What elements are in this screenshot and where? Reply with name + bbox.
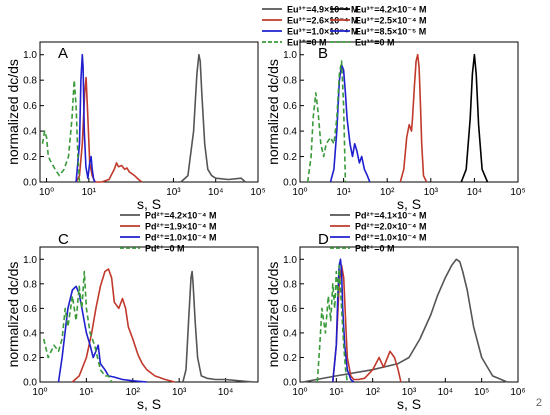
panel-d-ytick-label: 0.0 [283,378,297,389]
panel-d-ylabel: normalized dc/ds [265,262,281,368]
panel-d-legend-label: Pd²⁺=1.0×10⁻⁴ M [355,233,426,243]
panel-c-xtick-label: 10¹ [79,387,94,398]
panel-b-xtick-label: 10⁵ [510,187,525,198]
panel-b-ylabel: normalized dc/ds [265,59,281,165]
panel-d-ytick-label: 1.0 [283,255,297,266]
panel-d-series-line-4 [316,264,349,383]
page-number: 2 [535,397,542,409]
panel-a-xtick-label: 10⁵ [250,187,265,198]
panel-c-ytick-label: 0.0 [23,378,37,389]
panel-c-series-line-2 [71,268,175,383]
panel-c-xtick-label: 10³ [172,387,187,398]
panel-b-letter: B [318,45,328,62]
panel-c-xtick-label: 10⁰ [32,387,47,398]
panel-d-legend-label: Pd²⁺=2.0×10⁻⁴ M [355,222,426,232]
panel-a-series-line-2 [75,76,143,183]
panel-d-series-line-3 [332,258,355,383]
panel-a-ytick-label: 0.8 [23,76,37,87]
panel-d-ytick-label: 0.6 [283,304,297,315]
panel-c-xtick-label: 10⁴ [218,387,233,398]
panel-b-ytick-label: 1.0 [283,50,297,61]
panel-b-xtick-label: 10⁴ [467,187,482,198]
panel-c-series-line-3 [57,285,147,383]
panel-b-legend-label: Eu³⁺=2.5×10⁻⁴ M [355,16,426,26]
panel-c-ytick-label: 0.6 [23,304,37,315]
panel-d-frame [299,246,519,383]
panel-c-legend-label: Pd²⁺=1.0×10⁻⁴ M [145,233,216,243]
panel-b-xtick-label: 10³ [424,187,439,198]
panel-c-series-line-1 [182,270,254,383]
panel-a-ylabel: normalized dc/ds [5,59,21,165]
panel-d-xtick-label: 10⁴ [438,387,453,398]
panel-d-ytick-label: 0.4 [283,328,297,339]
panel-c-ytick-label: 0.4 [23,328,37,339]
panel-c-legend-label: Pd²⁺=1.9×10⁻⁴ M [145,222,216,232]
panel-c-series-line-4 [42,270,113,383]
panel-b-legend-label: Eu³⁺=4.2×10⁻⁴ M [355,5,426,15]
panel-b-xtick-label: 10⁰ [292,187,307,198]
panel-c-letter: C [58,231,69,248]
panel-a-ytick-label: 0.6 [23,101,37,112]
panel-d-xtick-label: 10² [365,387,380,398]
panel-a-legend-label: Eu³⁺=2.6×10⁻⁴ M [287,16,358,26]
panel-b-frame [299,41,519,183]
panel-b-legend-label: Eu³⁺=8.5×10⁻⁵ M [355,27,426,37]
panel-c-frame [39,246,259,383]
panel-d-xtick-label: 10⁶ [510,387,525,398]
panel-a-xtick-label: 10³ [166,187,181,198]
panel-c-ytick-label: 0.2 [23,353,37,364]
panel-a-xtick-label: 10¹ [82,187,97,198]
panel-d-xtick-label: 10⁰ [292,387,307,398]
panel-d-legend-label: Pd²⁺=4.1×10⁻⁴ M [355,211,426,221]
panel-b-ytick-label: 0.2 [283,152,297,163]
panel-b-series-line-1 [460,53,489,183]
panel-b-series-line-2 [399,53,428,183]
panel-d-xtick-label: 10⁵ [474,387,489,398]
panel-d-xtick-label: 10³ [402,387,417,398]
panel-b-xtick-label: 10¹ [336,187,351,198]
panel-c-ylabel: normalized dc/ds [5,262,21,368]
panel-a-series-line-4 [41,79,81,183]
panel-d-xtick-label: 10¹ [329,387,344,398]
panel-a-ytick-label: 0.0 [23,178,37,189]
panel-b-legend-label: Eu³⁺=0 M [355,38,395,48]
panel-a-ytick-label: 1.0 [23,50,37,61]
panel-b-ytick-label: 0.8 [283,76,297,87]
panel-c-legend-label: Pd²⁺=0 M [145,244,185,254]
panel-d-legend-label: Pd²⁺=0 M [355,244,395,254]
panel-a-xlabel: s, S [137,196,161,212]
panel-c-ytick-label: 0.8 [23,279,37,290]
panel-b-xlabel: s, S [397,196,421,212]
panel-a-letter: A [58,45,68,62]
panel-c-xlabel: s, S [137,396,161,412]
panel-d-letter: D [318,231,329,248]
panel-c-legend-label: Pd²⁺=4.2×10⁻⁴ M [145,211,216,221]
panel-a-ytick-label: 0.2 [23,152,37,163]
panel-a-series-line-1 [180,53,246,183]
panel-a-ytick-label: 0.4 [23,127,37,138]
panel-a-series-line-3 [75,53,96,183]
panel-d-ytick-label: 0.8 [283,279,297,290]
panel-a-frame [39,41,259,183]
panel-b-xtick-label: 10² [380,187,395,198]
panel-a-xtick-label: 10⁴ [208,187,223,198]
panel-b-ytick-label: 0.6 [283,101,297,112]
panel-b-ytick-label: 0.4 [283,127,297,138]
panel-b-ytick-label: 0.0 [283,178,297,189]
panel-d-xlabel: s, S [397,396,421,412]
panel-c-xtick-label: 10² [126,387,141,398]
panel-b-series-line-4 [306,60,347,183]
panel-d-series-line-1 [302,258,508,383]
panel-a-legend-label: Eu³⁺=1.0×10⁻⁴ M [287,27,358,37]
panel-a-xtick-label: 10⁰ [39,187,54,198]
panel-a-legend-label: Eu³⁺=4.9×10⁻⁴ M [287,5,358,15]
panel-d-ytick-label: 0.2 [283,353,297,364]
panel-c-ytick-label: 1.0 [23,255,37,266]
